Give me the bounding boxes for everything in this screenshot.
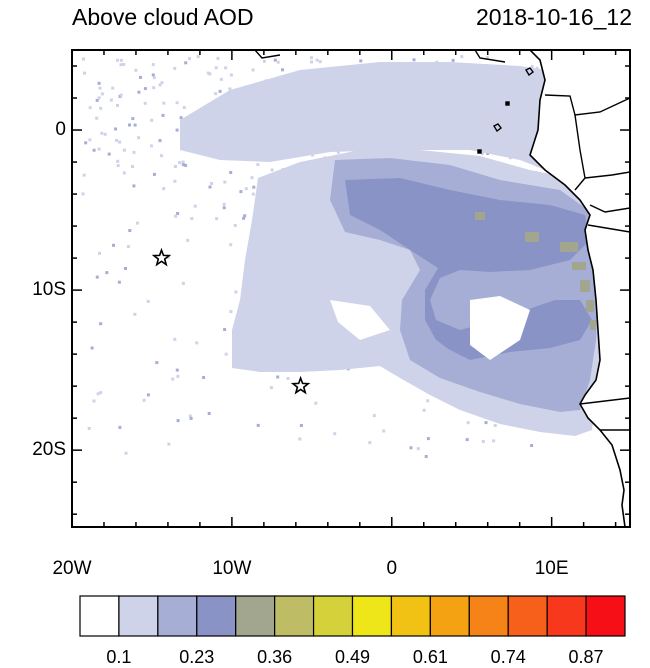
x-tick-label: 0 bbox=[386, 558, 398, 579]
colorbar-swatch bbox=[312, 595, 354, 637]
y-tick-label: 0 bbox=[55, 119, 66, 141]
colorbar-label: 0.61 bbox=[412, 647, 448, 667]
x-tick-label: 10W bbox=[212, 558, 252, 579]
colorbar-swatch bbox=[507, 595, 548, 637]
timestamp: 2018-10-16_12 bbox=[475, 4, 632, 30]
islands bbox=[477, 67, 534, 154]
plume-gap bbox=[470, 296, 530, 360]
map-title: Above cloud AOD bbox=[72, 4, 254, 30]
y-tick-label: 20S bbox=[32, 439, 66, 461]
colorbar-swatch bbox=[585, 595, 626, 637]
colorbar-swatch bbox=[351, 595, 393, 637]
aod-level-3 bbox=[345, 178, 592, 360]
plume-gap-2 bbox=[330, 300, 390, 340]
aod-level-4 bbox=[475, 212, 596, 330]
station-markers bbox=[151, 247, 311, 395]
colorbar-swatch bbox=[274, 595, 315, 637]
aod-level-1-north bbox=[180, 62, 630, 178]
plot-frame bbox=[71, 49, 631, 528]
colorbar-swatch bbox=[196, 595, 237, 637]
country-borders bbox=[254, 50, 630, 431]
colorbar-label: 0.74 bbox=[490, 647, 526, 667]
colorbar-swatch bbox=[79, 595, 120, 637]
colorbar-label: 0.36 bbox=[257, 647, 293, 667]
colorbar-label: 0.23 bbox=[179, 647, 215, 667]
axis-ticks bbox=[71, 50, 630, 527]
colorbar-swatch bbox=[429, 595, 470, 637]
colorbar-swatch bbox=[235, 595, 276, 637]
aod-field bbox=[72, 50, 630, 527]
colorbar-label: 0.1 bbox=[106, 647, 132, 667]
station-star-icon bbox=[290, 375, 311, 395]
africa-land bbox=[528, 50, 630, 527]
colorbar-swatch bbox=[390, 595, 431, 637]
colorbar bbox=[79, 595, 626, 637]
colorbar-swatch bbox=[468, 595, 509, 637]
colorbar-swatch bbox=[157, 595, 198, 637]
colorbar-label: 0.49 bbox=[334, 647, 371, 667]
x-tick-label: 20W bbox=[52, 558, 92, 579]
colorbar-swatch bbox=[118, 595, 159, 637]
colorbar-swatch bbox=[546, 595, 587, 637]
x-tick-label: 10E bbox=[534, 558, 569, 579]
colorbar-label: 0.87 bbox=[568, 647, 604, 667]
station-star-icon bbox=[151, 247, 172, 267]
y-tick-label: 10S bbox=[32, 279, 66, 301]
